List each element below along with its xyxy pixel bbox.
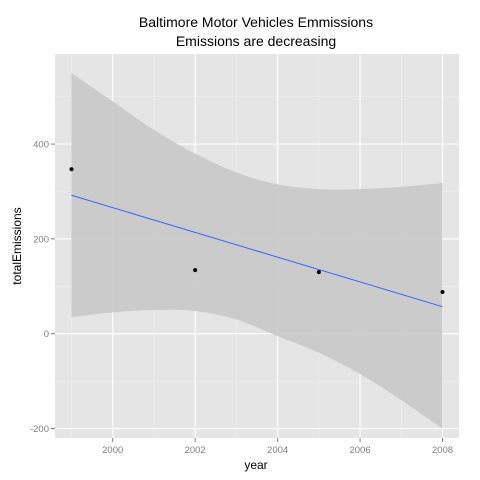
- x-tick-label: 2008: [432, 445, 453, 456]
- y-tick-label: 200: [33, 234, 49, 245]
- y-tick-label: 400: [33, 140, 49, 151]
- data-point: [69, 167, 74, 172]
- chart-title-line-2: Emissions are decreasing: [176, 33, 336, 49]
- plot-layer: 2000 2002 2004 2006 2008 -200 0 200 400: [30, 54, 459, 456]
- data-point: [193, 268, 198, 273]
- data-point: [316, 270, 321, 275]
- y-tick-label: 0: [44, 329, 49, 340]
- data-point: [440, 289, 445, 294]
- y-axis-label: totalEmissions: [10, 207, 24, 284]
- x-tick-label: 2004: [267, 445, 288, 456]
- y-tick-label: -200: [30, 424, 49, 435]
- x-tick-label: 2002: [185, 445, 206, 456]
- x-axis-label: year: [244, 458, 267, 472]
- fit-line: [71, 194, 443, 308]
- chart-title-line-1: Baltimore Motor Vehicles Emmissions: [139, 14, 373, 30]
- x-tick-label: 2000: [102, 445, 123, 456]
- x-tick-label: 2006: [349, 445, 370, 456]
